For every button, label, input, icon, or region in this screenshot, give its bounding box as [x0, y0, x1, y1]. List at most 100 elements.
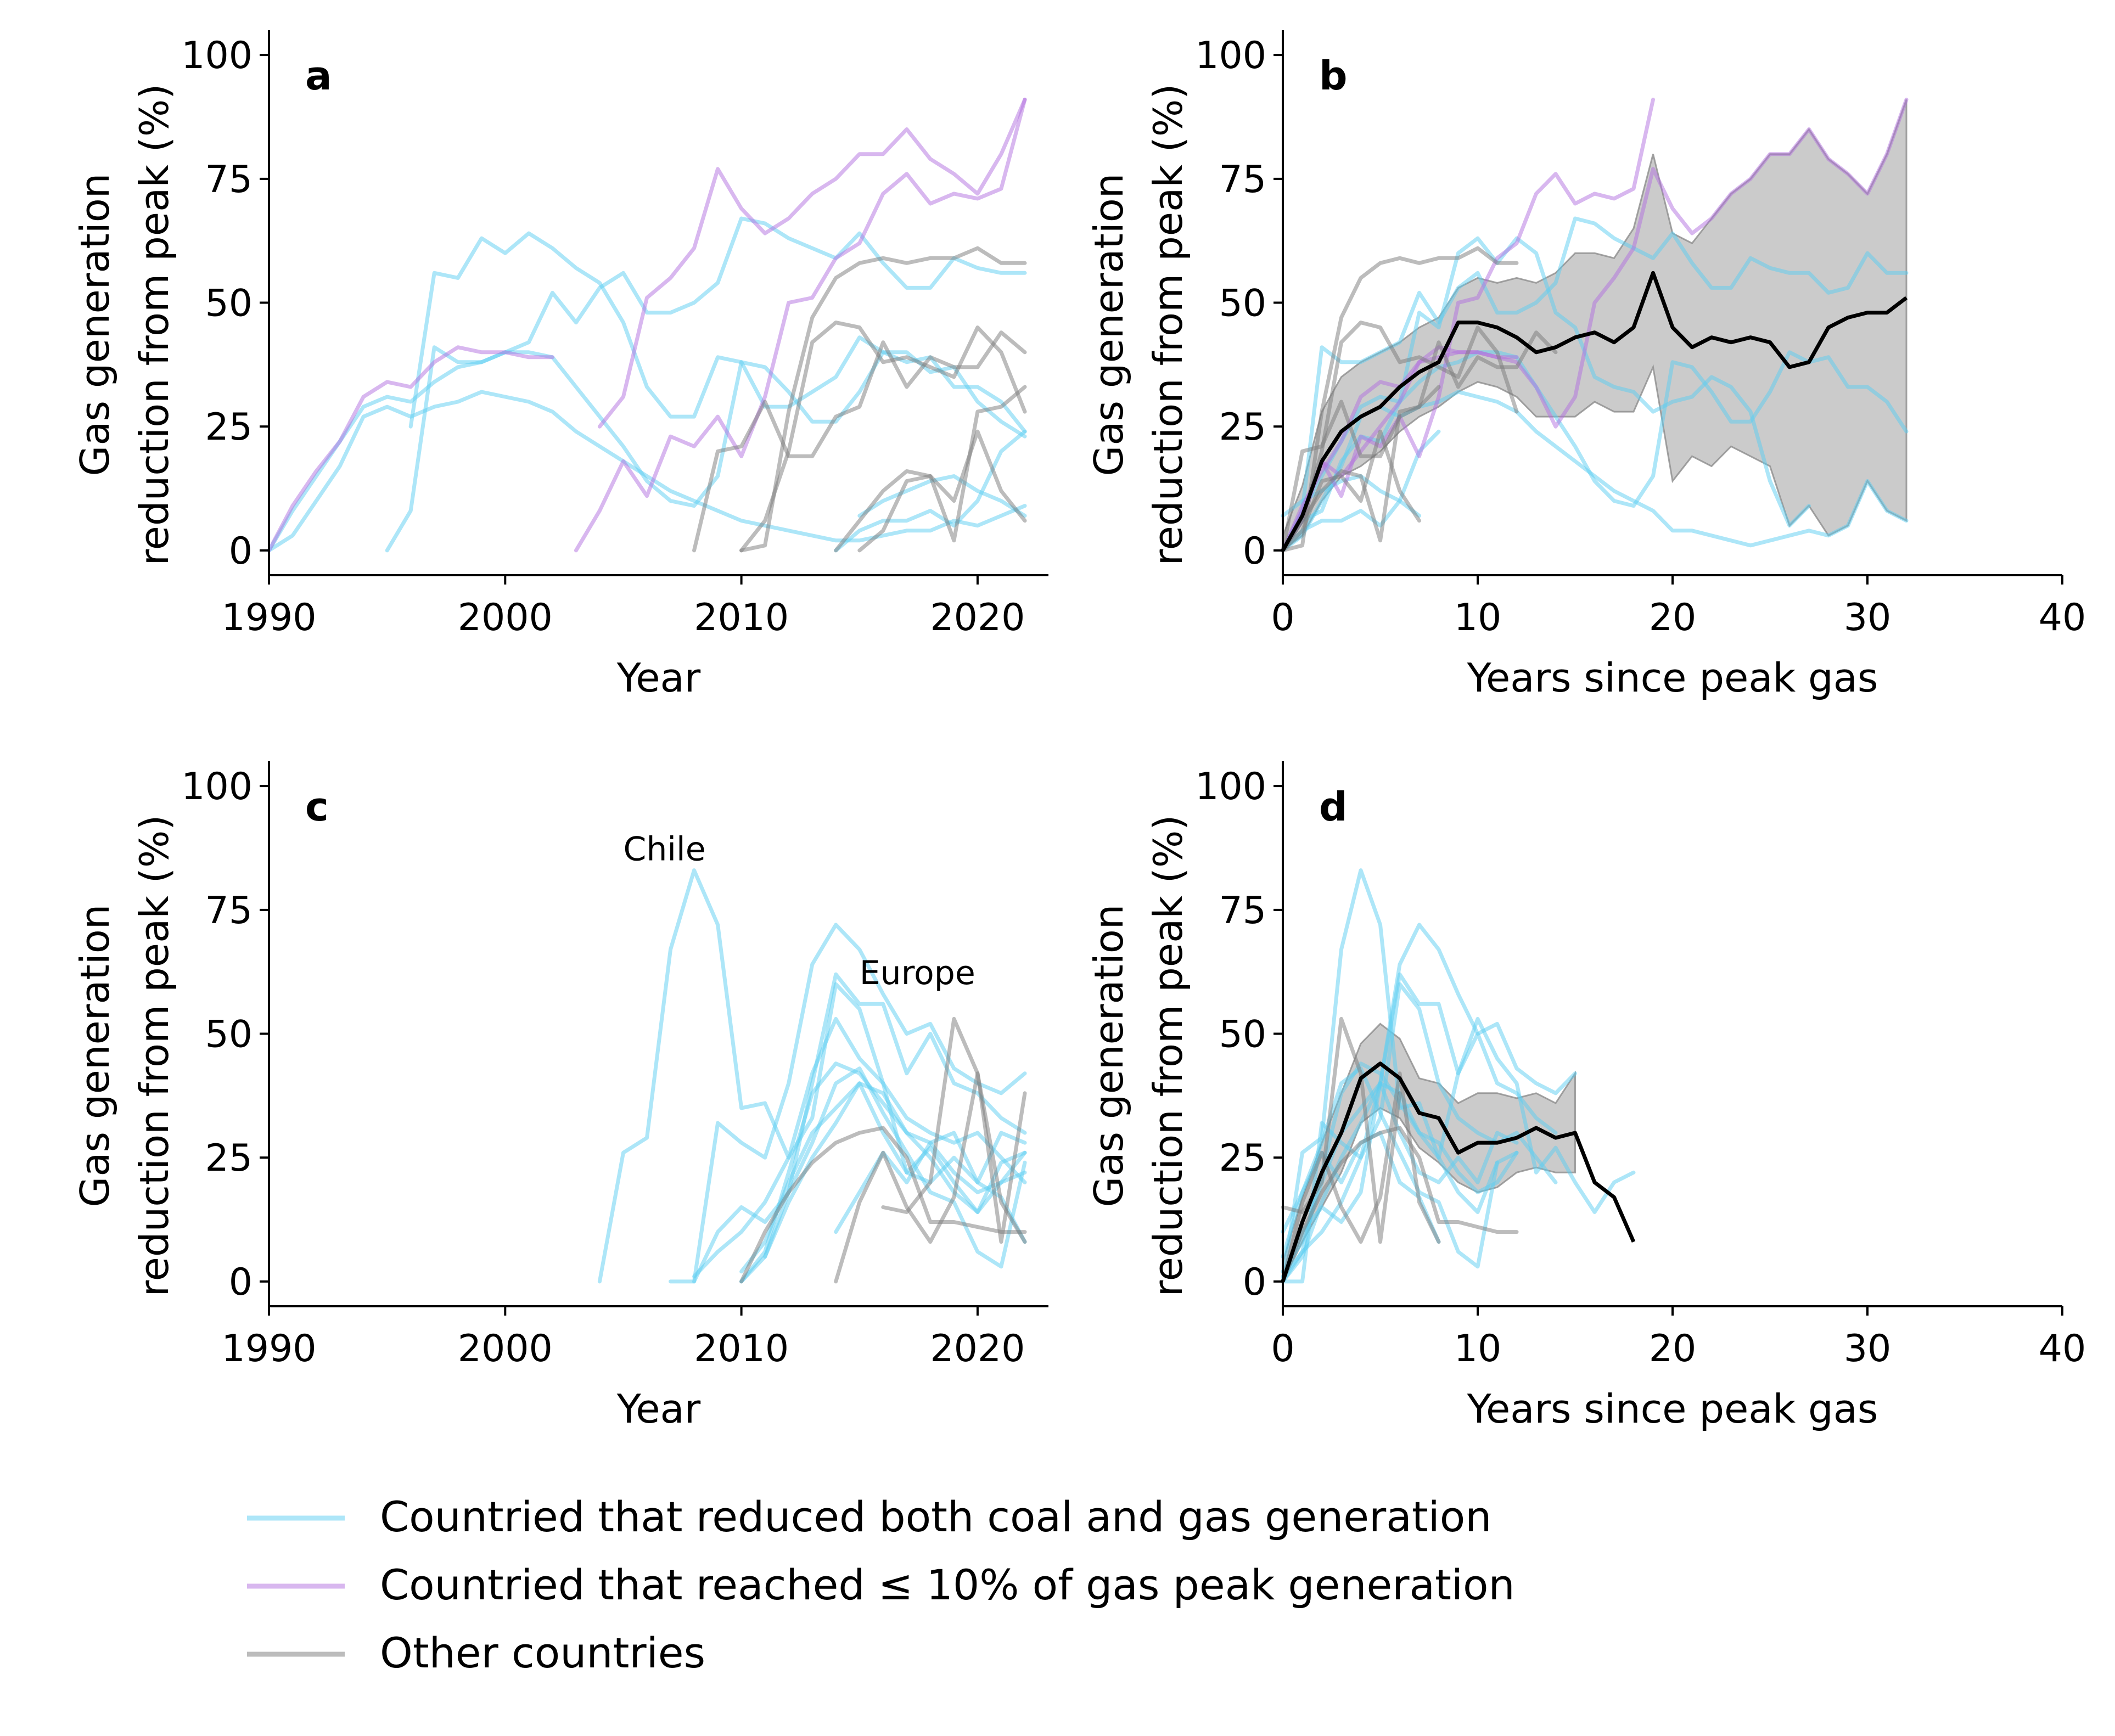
y-axis-label-line: reduction from peak (%)	[131, 84, 177, 566]
series-line-other	[857, 429, 1027, 553]
legend-label: Countried that reduced both coal and gas…	[380, 1492, 1491, 1541]
y-axis-label-line: reduction from peak (%)	[1145, 815, 1191, 1297]
x-axis-label: Year	[616, 1386, 701, 1432]
series-line-reached	[1281, 97, 1655, 553]
y-tick-label: 25	[205, 1137, 253, 1180]
x-tick-label: 40	[2039, 596, 2086, 639]
mean-line	[1281, 271, 1908, 552]
series-line-both	[408, 231, 1027, 439]
series-line-other	[1281, 246, 1519, 553]
y-axis-label-line: reduction from peak (%)	[131, 815, 177, 1297]
series-line-both	[739, 1081, 1027, 1284]
x-tick-label: 2010	[694, 1327, 789, 1370]
series-line-both	[1281, 429, 1441, 553]
panel-label: b	[1319, 53, 1348, 99]
y-tick-label: 0	[1243, 530, 1266, 573]
y-axis-label: Gas generation reduction from peak (%)	[1086, 815, 1191, 1297]
x-axis-label: Years since peak gas	[1467, 655, 1878, 701]
series-line-reached	[1281, 97, 1909, 553]
series-line-both	[834, 429, 1027, 553]
x-tick-label: 2020	[930, 1327, 1025, 1370]
series-line-other	[739, 246, 1027, 553]
series-line-other	[881, 1016, 1027, 1244]
y-tick-label: 25	[205, 406, 253, 449]
x-tick-label: 0	[1271, 596, 1294, 639]
series-line-other	[834, 385, 1027, 553]
panel-d: 0 25 50 75 100 0 10 20 30 40 Years since peak gas G…	[1086, 761, 2086, 1432]
y-axis-label: Gas generation reduction from peak (%)	[72, 84, 177, 566]
y-axis-label: Gas generation reduction from peak (%)	[72, 815, 177, 1297]
series-line-both	[1281, 216, 1909, 553]
x-tick-label: 40	[2039, 1327, 2086, 1370]
series-line-other	[1281, 1126, 1519, 1284]
y-axis-label-line: Gas generation	[1086, 904, 1132, 1207]
y-axis-label-line: Gas generation	[1086, 173, 1132, 476]
x-tick-label: 2020	[930, 596, 1025, 639]
x-tick-label: 2010	[694, 596, 789, 639]
series-line-both	[739, 1061, 1027, 1284]
x-tick-label: 10	[1454, 596, 1502, 639]
legend-label: Other countries	[380, 1628, 705, 1677]
x-tick-label: 0	[1271, 1327, 1294, 1370]
y-tick-label: 100	[1195, 34, 1266, 77]
y-tick-label: 100	[181, 34, 253, 77]
x-axis-label: Year	[616, 655, 701, 701]
y-tick-label: 75	[205, 158, 253, 201]
series-line-reached	[267, 345, 554, 553]
y-tick-label: 75	[1219, 158, 1266, 201]
y-tick-label: 0	[229, 1261, 253, 1304]
series-line-other	[1281, 429, 1421, 553]
annotation-label: Europe	[860, 954, 975, 992]
series-line-other	[1281, 1016, 1402, 1244]
y-tick-label: 50	[1219, 1013, 1266, 1057]
x-tick-label: 10	[1454, 1327, 1502, 1370]
panel-label: d	[1319, 784, 1348, 830]
y-tick-label: 50	[1219, 282, 1266, 325]
y-tick-label: 100	[181, 765, 253, 808]
series-line-both	[857, 474, 1027, 518]
y-axis-label: Gas generation reduction from peak (%)	[1086, 84, 1191, 566]
legend: Countried that reduced both coal and gas…	[247, 1492, 1515, 1677]
series-line-reached	[574, 97, 1027, 553]
y-tick-label: 50	[205, 282, 253, 325]
y-axis-label-line: Gas generation	[72, 904, 118, 1207]
panel-label: c	[305, 784, 329, 830]
mean-line	[1281, 1061, 1636, 1282]
series-line-both	[1281, 390, 1909, 553]
y-tick-label: 75	[1219, 889, 1266, 932]
x-tick-label: 1990	[221, 1327, 316, 1370]
y-tick-label: 25	[1219, 406, 1266, 449]
series-line-both	[1281, 982, 1558, 1279]
x-axis-label: Years since peak gas	[1467, 1386, 1878, 1432]
series-line-other	[739, 321, 1027, 553]
panel-label: a	[305, 53, 332, 99]
series-line-both	[597, 868, 1027, 1284]
series-line-both	[1281, 972, 1558, 1284]
x-tick-label: 30	[1844, 596, 1892, 639]
series-line-other	[834, 1071, 1027, 1284]
y-tick-label: 0	[229, 530, 253, 573]
y-tick-label: 0	[1243, 1261, 1266, 1304]
y-tick-label: 100	[1195, 765, 1266, 808]
series-line-other	[1281, 321, 1519, 553]
panel-a: 0 25 50 75 100 1990 2000 2010 2020 Year Gas genera…	[72, 30, 1048, 701]
y-axis-label-line: reduction from peak (%)	[1145, 84, 1191, 566]
series-line-both	[692, 972, 1027, 1284]
y-tick-label: 50	[205, 1013, 253, 1057]
series-line-other	[739, 1126, 1027, 1284]
panel-c: 0 25 50 75 100 1990 2000 2010 2020 Year Gas genera…	[72, 761, 1048, 1432]
x-tick-label: 30	[1844, 1327, 1892, 1370]
x-tick-label: 2000	[458, 596, 553, 639]
legend-label: Countried that reached ≤ 10% of gas peak…	[380, 1560, 1515, 1609]
x-tick-label: 20	[1649, 1327, 1697, 1370]
y-tick-label: 75	[205, 889, 253, 932]
series-line-both	[267, 390, 1027, 553]
series-line-both	[692, 982, 1027, 1279]
series-line-both	[763, 1066, 1027, 1269]
x-tick-label: 20	[1649, 596, 1697, 639]
y-axis-label-line: Gas generation	[72, 173, 118, 476]
y-tick-label: 25	[1219, 1137, 1266, 1180]
series-line-reached	[597, 97, 1027, 429]
series-line-other	[692, 330, 1027, 553]
